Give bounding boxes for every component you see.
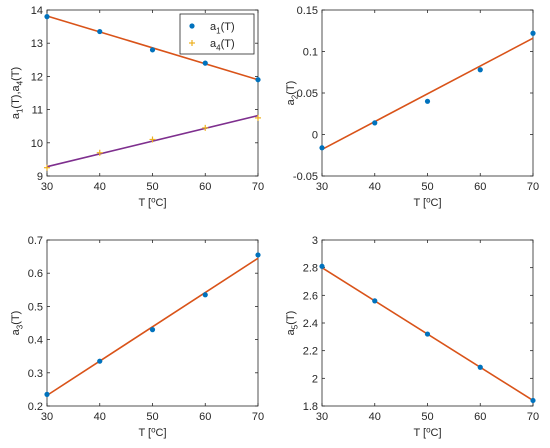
legend: a1(T) a4(T) — [179, 13, 255, 55]
y-tick-label: 14 — [31, 5, 43, 17]
y-tick-label: 13 — [31, 38, 43, 50]
data-point — [202, 124, 209, 131]
data-point — [530, 30, 536, 36]
y-tick-label: 0.4 — [28, 335, 43, 347]
x-tick-label: 50 — [421, 181, 433, 193]
x-tick-label: 40 — [369, 181, 381, 193]
x-tick-label: 30 — [41, 411, 53, 423]
x-tick-label: 50 — [146, 181, 158, 193]
y-tick-label: 0.15 — [297, 5, 318, 17]
y-tick-label: 0.3 — [28, 368, 43, 380]
data-point — [44, 391, 50, 397]
data-point — [149, 136, 156, 143]
data-point — [149, 47, 156, 53]
x-axis-label: T [oC] — [138, 426, 166, 440]
x-tick-label: 40 — [94, 411, 106, 423]
x-tick-label: 30 — [41, 181, 53, 193]
y-tick-label: 2 — [312, 373, 318, 385]
data-point — [530, 397, 536, 404]
data-point — [255, 252, 261, 258]
data-point — [477, 67, 483, 73]
y-tick-label: 2.6 — [303, 290, 318, 302]
x-tick-label: 50 — [146, 411, 158, 423]
data-point — [372, 298, 378, 304]
y-tick-label: 0.1 — [303, 47, 318, 59]
x-tick-label: 50 — [421, 411, 433, 423]
data-point — [44, 164, 50, 171]
y-tick-label: 0 — [312, 130, 318, 142]
x-tick-label: 60 — [474, 411, 486, 423]
plot-p4: 30 40 50 60 70 1.8 2 2.2 2.4 2.6 2.8 3 T [oC] a5(T) — [285, 235, 539, 439]
plot-p2: 30 40 50 60 70 -0.05 0 0.05 0.1 0.15 T [oC] a2(T) — [285, 5, 539, 209]
y-tick-label: 0.2 — [28, 401, 43, 413]
y-axis-label: a3(T) — [10, 311, 25, 336]
y-tick-label: 9 — [37, 171, 43, 183]
y-axis-label: a2(T) — [285, 81, 300, 106]
y-tick-label: 0.7 — [28, 235, 43, 247]
y-tick-label: 1.8 — [303, 401, 318, 413]
legend-marker — [189, 40, 195, 46]
data-point — [424, 331, 431, 337]
fit-line — [321, 37, 534, 151]
legend-marker — [189, 23, 195, 29]
y-tick-label: 2.2 — [303, 346, 318, 358]
y-tick-label: 0.6 — [28, 268, 43, 280]
x-tick-label: 40 — [369, 411, 381, 423]
x-tick-label: 60 — [199, 181, 211, 193]
x-tick-label: 70 — [527, 411, 539, 423]
data-point — [319, 263, 325, 269]
data-point — [424, 98, 431, 104]
plot-p1: 30 40 50 60 70 9 10 11 12 13 14 T [oC] a1(T),a4(T) a1… — [10, 5, 264, 209]
x-tick-label: 40 — [94, 181, 106, 193]
y-tick-label: 2.8 — [303, 263, 318, 275]
y-tick-label: 11 — [32, 105, 43, 117]
data-point — [149, 327, 156, 333]
data-point — [372, 120, 378, 126]
y-tick-label: 12 — [31, 71, 43, 83]
legend-box — [179, 13, 255, 55]
y-tick-label: 2.4 — [303, 318, 318, 330]
x-axis-label: T [oC] — [138, 196, 166, 210]
fit-line — [46, 257, 259, 397]
data-point — [319, 145, 325, 151]
data-point — [202, 292, 208, 298]
legend-label: a1(T) — [210, 21, 235, 36]
x-tick-label: 70 — [252, 181, 264, 193]
data-point — [97, 28, 103, 35]
y-axis-label: a1(T),a4(T) — [10, 67, 25, 119]
legend-label: a4(T) — [210, 38, 235, 53]
x-tick-label: 70 — [252, 411, 264, 423]
axes-box — [46, 239, 259, 407]
x-tick-label: 60 — [199, 411, 211, 423]
x-tick-label: 30 — [316, 181, 328, 193]
data-point — [96, 149, 103, 156]
plot-p3: 30 40 50 60 70 0.2 0.3 0.4 0.5 0.6 0.7 T [oC] a3(T) — [10, 235, 264, 439]
y-tick-label: 0.5 — [28, 301, 43, 313]
x-tick-label: 70 — [527, 181, 539, 193]
y-tick-label: 3 — [312, 235, 318, 247]
x-tick-label: 30 — [316, 411, 328, 423]
data-point — [97, 358, 103, 364]
data-point — [477, 364, 483, 370]
data-point — [202, 60, 208, 66]
data-point — [255, 114, 261, 121]
y-tick-label: 10 — [31, 138, 43, 150]
x-axis-label: T [oC] — [413, 426, 441, 440]
data-point — [255, 77, 261, 83]
x-axis-label: T [oC] — [413, 196, 441, 210]
x-tick-label: 60 — [474, 181, 486, 193]
y-axis-label: a5(T) — [285, 311, 300, 336]
data-point — [44, 14, 50, 20]
y-tick-label: 0.05 — [297, 88, 318, 100]
y-tick-label: -0.05 — [293, 171, 318, 183]
